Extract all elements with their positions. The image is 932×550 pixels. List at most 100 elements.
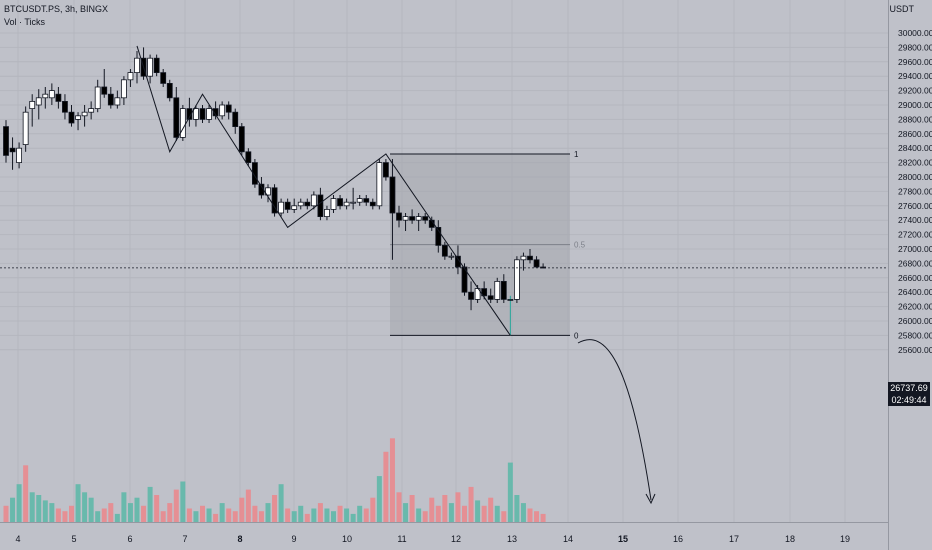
- price-tick-label: 27200.00: [898, 230, 932, 240]
- candle-body: [29, 101, 36, 110]
- candle-body: [284, 201, 291, 210]
- price-tick-label: 28600.00: [898, 129, 932, 139]
- price-tick-label: 29400.00: [898, 71, 932, 81]
- candle-body: [343, 201, 350, 207]
- volume-bar: [494, 505, 500, 522]
- volume-bar: [507, 462, 513, 522]
- candle-body: [468, 291, 474, 300]
- volume-bar: [245, 489, 251, 522]
- candle-body: [324, 208, 330, 217]
- time-tick-label: 4: [15, 534, 20, 544]
- volume-bar: [448, 503, 454, 522]
- candle-body: [330, 198, 337, 210]
- volume-bar: [442, 495, 448, 522]
- candle-body: [317, 194, 324, 218]
- candle-body: [22, 111, 29, 145]
- candle-body: [455, 255, 461, 268]
- price-tick-label: 25600.00: [898, 345, 932, 355]
- volume-bar: [3, 505, 9, 522]
- price-tick-label: 29800.00: [898, 42, 932, 52]
- candle-body: [461, 266, 468, 293]
- volume-bar: [272, 495, 278, 522]
- candle-body: [396, 212, 402, 221]
- volume-bar: [291, 511, 297, 522]
- volume-bar: [42, 500, 48, 522]
- candle-body: [48, 90, 55, 99]
- volume-bar: [180, 481, 186, 522]
- candle-body: [127, 72, 134, 81]
- candle-body: [81, 111, 88, 117]
- volume-bar: [108, 503, 114, 522]
- candle-body: [16, 147, 23, 163]
- candle-body: [245, 151, 252, 164]
- volume-bar: [121, 492, 127, 522]
- volume-bar: [134, 497, 140, 522]
- candle-body: [75, 115, 81, 120]
- candle-body: [121, 79, 127, 99]
- candle-body: [9, 147, 16, 153]
- volume-bar: [331, 511, 336, 522]
- volume-bar: [29, 492, 35, 522]
- price-tick-label: 28200.00: [898, 158, 932, 168]
- candle-body: [265, 187, 271, 196]
- candle-body: [350, 201, 357, 204]
- axis-unit-label[interactable]: USDT: [889, 4, 915, 14]
- volume-bar: [88, 497, 94, 522]
- projection-arrow-head: [645, 493, 656, 505]
- candle-body: [271, 187, 278, 214]
- volume-bar: [337, 505, 343, 522]
- candle-body: [107, 93, 114, 106]
- volume-bar: [200, 505, 205, 522]
- candle-body: [494, 280, 501, 300]
- volume-bar: [167, 503, 173, 522]
- volume-bar: [540, 513, 546, 522]
- time-tick-label: 7: [182, 534, 187, 544]
- candle-body: [101, 86, 108, 95]
- price-tick-label: 27400.00: [898, 215, 932, 225]
- candle-body: [153, 57, 160, 74]
- volume-bar: [475, 500, 481, 522]
- candle-body: [402, 216, 409, 221]
- candle-body: [500, 280, 507, 300]
- volume-bar: [95, 511, 101, 522]
- time-tick-label: 6: [127, 534, 132, 544]
- price-tick-label: 28800.00: [898, 114, 932, 124]
- candle-body: [278, 201, 285, 214]
- volume-legend[interactable]: Vol · Ticks: [4, 17, 46, 27]
- volume-bar: [226, 508, 232, 522]
- volume-bar: [350, 513, 356, 522]
- candle-body: [441, 244, 448, 257]
- volume-bar: [82, 492, 88, 522]
- candle-body: [147, 57, 154, 77]
- time-tick-label: 19: [840, 534, 850, 544]
- candle-body: [199, 108, 206, 120]
- price-tick-label: 29200.00: [898, 86, 932, 96]
- candle-body: [3, 126, 9, 156]
- volume-bar: [252, 505, 258, 522]
- fib-level-label: 0.5: [574, 241, 586, 250]
- candle-body: [179, 108, 186, 138]
- price-tick-label: 29600.00: [898, 57, 932, 67]
- candle-body: [382, 162, 389, 178]
- time-tick-label: 17: [729, 534, 739, 544]
- candle-body: [291, 205, 298, 210]
- candle-body: [363, 198, 370, 203]
- volume-bar: [416, 508, 422, 522]
- candle-body: [173, 97, 180, 138]
- price-tick-label: 26200.00: [898, 302, 932, 312]
- time-tick-label: 12: [451, 534, 461, 544]
- volume-bar: [370, 497, 376, 522]
- candle-body: [481, 288, 488, 297]
- candle-body: [88, 108, 95, 113]
- candle-body: [251, 162, 258, 185]
- candle-body: [448, 255, 455, 258]
- volume-bar: [501, 511, 507, 522]
- volume-bar: [75, 484, 81, 522]
- price-tick-label: 27800.00: [898, 186, 932, 196]
- fib-level-label: 1: [574, 150, 579, 159]
- volume-bar: [219, 503, 225, 522]
- time-tick-label: 15: [618, 534, 628, 544]
- symbol-legend[interactable]: BTCUSDT.PS, 3h, BINGX: [4, 4, 109, 14]
